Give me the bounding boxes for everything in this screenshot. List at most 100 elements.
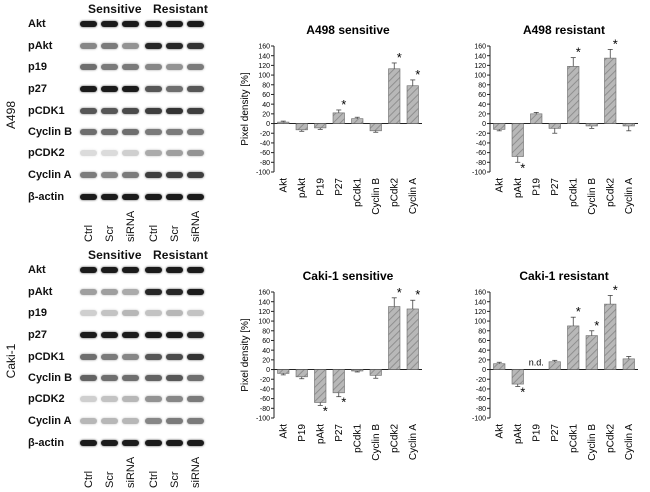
blot-band [187, 440, 204, 446]
x-tick-label: pCdk1 [568, 178, 579, 207]
blot-row-label: Cyclin A [28, 169, 72, 181]
y-tick-label: 100 [474, 73, 486, 80]
blot-band [122, 440, 139, 446]
significance-label: n.d. [529, 358, 544, 368]
blot-band [101, 172, 118, 178]
panel-a498: A498 Sensitive Resistant Akt pAkt p19 p27 pC… [4, 0, 644, 245]
blot-band [145, 43, 162, 49]
blot-band [122, 310, 139, 316]
blot-band [145, 21, 162, 27]
y-tick-label: 20 [478, 111, 486, 118]
blot-band [101, 150, 118, 156]
blot-band [187, 108, 204, 114]
significance-label: * [594, 318, 599, 333]
blot-band [166, 396, 183, 402]
y-tick-label: 140 [474, 299, 486, 306]
blot-band [145, 267, 162, 273]
blot-band [166, 21, 183, 27]
y-tick-label: -60 [260, 396, 270, 403]
bar [388, 68, 401, 124]
blot-band [122, 150, 139, 156]
blot-band [187, 194, 204, 200]
lane-label: siRNA [125, 210, 137, 242]
blot-row-label: pCDK1 [28, 105, 65, 117]
blot-band [122, 64, 139, 70]
y-tick-label: 40 [478, 102, 486, 109]
y-tick-label: 40 [478, 348, 486, 355]
blot-band [187, 354, 204, 360]
significance-label: * [397, 285, 402, 300]
bar [332, 369, 345, 394]
blot-band [80, 332, 97, 338]
y-tick-label: 120 [258, 63, 270, 70]
blot-header-resistant: Resistant [153, 248, 208, 262]
lane-label: Ctrl [83, 224, 95, 242]
lane-labels: Ctrl Scr siRNA Ctrl Scr siRNA [78, 438, 206, 488]
significance-label: * [576, 45, 581, 60]
blot-band [101, 86, 118, 92]
y-tick-label: 60 [478, 338, 486, 345]
blot-band [187, 332, 204, 338]
lane-label: Ctrl [83, 470, 95, 488]
x-tick-label: pCdk1 [568, 424, 579, 453]
bar [351, 369, 364, 372]
blot-strip [78, 414, 206, 428]
blot-row-label: pAkt [28, 40, 53, 52]
y-tick-label: -100 [256, 170, 270, 177]
blot-strip [78, 60, 206, 74]
bar-chart: A498 sensitive -100 -80 -60 -40 -20 0 20 40 60 80 1… [240, 23, 422, 215]
bar [277, 121, 290, 124]
chart-a498-resistant: A498 resistant -100 -80 -60 -40 -20 0 20 40 60 80 1… [438, 0, 644, 245]
bar [530, 113, 543, 124]
x-tick-label: Akt [278, 424, 289, 439]
y-tick-label: -60 [260, 150, 270, 157]
blot-band [166, 108, 183, 114]
y-tick-label: 40 [262, 348, 270, 355]
bar-chart: Caki-1 resistant -100 -80 -60 -40 -20 0 20 40 60 8… [472, 269, 638, 461]
blot-band [101, 440, 118, 446]
blot-band [166, 150, 183, 156]
blot-band [80, 129, 97, 135]
lane-label: Scr [169, 471, 181, 489]
bar [585, 335, 598, 370]
y-tick-label: -100 [256, 416, 270, 423]
blot-row-label: pCDK1 [28, 351, 65, 363]
blot-band [166, 332, 183, 338]
lane-label: Scr [104, 471, 116, 489]
blot-band [101, 396, 118, 402]
blot-strip [78, 168, 206, 182]
blot-band [145, 396, 162, 402]
y-tick-label: 40 [262, 102, 270, 109]
bar [511, 369, 524, 385]
bar [548, 361, 561, 370]
lane-label: Ctrl [148, 470, 160, 488]
lane-label: Scr [104, 225, 116, 243]
blot-band [122, 396, 139, 402]
blot-band [166, 375, 183, 381]
y-tick-label: -80 [476, 406, 486, 413]
x-tick-label: Akt [278, 178, 289, 193]
x-tick-label: P19 [531, 424, 542, 442]
y-tick-label: -20 [260, 377, 270, 384]
blot-band [145, 440, 162, 446]
bar [493, 123, 506, 130]
y-tick-label: -40 [476, 141, 486, 148]
blot-band [145, 332, 162, 338]
blot-band [145, 108, 162, 114]
x-tick-label: P19 [315, 178, 326, 196]
y-tick-label: 0 [266, 121, 270, 128]
blot-band [187, 418, 204, 424]
blot-band [145, 64, 162, 70]
bar [548, 123, 561, 129]
bar [511, 123, 524, 157]
x-tick-label: P27 [550, 178, 561, 196]
blot-strip [78, 285, 206, 299]
bar [585, 123, 598, 127]
blot-band [145, 418, 162, 424]
panel-caki1: Caki-1 Sensitive Resistant Akt pAkt p19 p27… [0, 246, 650, 492]
x-tick-label: Cyclin B [587, 178, 598, 215]
x-tick-label: P27 [334, 424, 345, 442]
blot-band [187, 21, 204, 27]
blot-row-label: β-actin [28, 437, 65, 449]
bar [332, 112, 345, 124]
